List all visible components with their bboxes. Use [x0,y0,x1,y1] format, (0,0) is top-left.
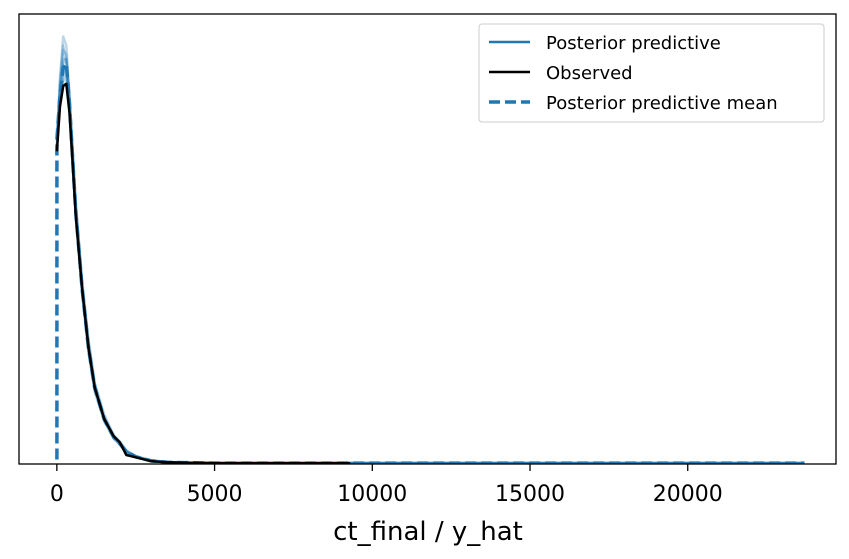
x-axis-label: ct_final / y_hat [333,517,523,547]
x-tick-label: 10000 [337,482,407,507]
x-tick-label: 20000 [653,482,723,507]
plot-area [55,35,805,464]
posterior-predictive-draw-5 [55,66,805,464]
observed-line [55,82,351,464]
legend-label-posterior-predictive: Posterior predictive [546,33,721,54]
x-tick-label: 0 [50,482,64,507]
x-tick-label: 5000 [187,482,243,507]
posterior-predictive-draw-3 [55,71,805,464]
posterior-predictive-draw-8 [55,75,805,464]
posterior-predictive-mean-line [55,61,805,464]
x-axis: 0 5000 10000 15000 20000 [50,464,723,507]
x-tick-label: 15000 [495,482,565,507]
series-layer [55,61,805,464]
legend-label-observed: Observed [546,63,633,84]
legend-label-posterior-predictive-mean: Posterior predictive mean [546,93,778,114]
legend-frame [478,23,825,123]
legend: Posterior predictive Observed Posterior … [478,23,825,123]
plot-frame [18,13,837,465]
